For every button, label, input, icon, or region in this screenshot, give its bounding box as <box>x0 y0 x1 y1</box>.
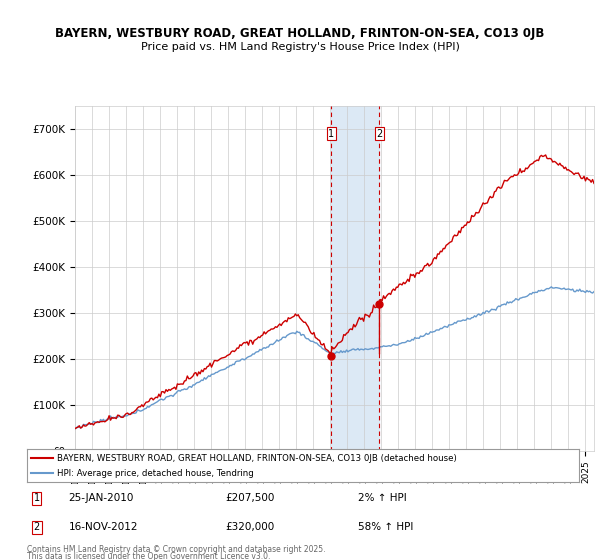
Text: 2: 2 <box>34 522 40 533</box>
Text: 2% ↑ HPI: 2% ↑ HPI <box>358 493 407 503</box>
Text: BAYERN, WESTBURY ROAD, GREAT HOLLAND, FRINTON-ON-SEA, CO13 0JB (detached house): BAYERN, WESTBURY ROAD, GREAT HOLLAND, FR… <box>58 454 457 463</box>
Text: BAYERN, WESTBURY ROAD, GREAT HOLLAND, FRINTON-ON-SEA, CO13 0JB: BAYERN, WESTBURY ROAD, GREAT HOLLAND, FR… <box>55 27 545 40</box>
Text: Contains HM Land Registry data © Crown copyright and database right 2025.: Contains HM Land Registry data © Crown c… <box>27 545 325 554</box>
Text: Price paid vs. HM Land Registry's House Price Index (HPI): Price paid vs. HM Land Registry's House … <box>140 42 460 52</box>
Text: £207,500: £207,500 <box>226 493 275 503</box>
Text: 1: 1 <box>328 129 334 139</box>
Text: 16-NOV-2012: 16-NOV-2012 <box>68 522 138 533</box>
Text: 1: 1 <box>34 493 40 503</box>
Text: 2: 2 <box>376 129 382 139</box>
Text: HPI: Average price, detached house, Tendring: HPI: Average price, detached house, Tend… <box>58 469 254 478</box>
Text: 25-JAN-2010: 25-JAN-2010 <box>68 493 134 503</box>
Text: 58% ↑ HPI: 58% ↑ HPI <box>358 522 413 533</box>
Bar <box>331 106 379 451</box>
Text: £320,000: £320,000 <box>226 522 275 533</box>
Text: This data is licensed under the Open Government Licence v3.0.: This data is licensed under the Open Gov… <box>27 552 271 560</box>
